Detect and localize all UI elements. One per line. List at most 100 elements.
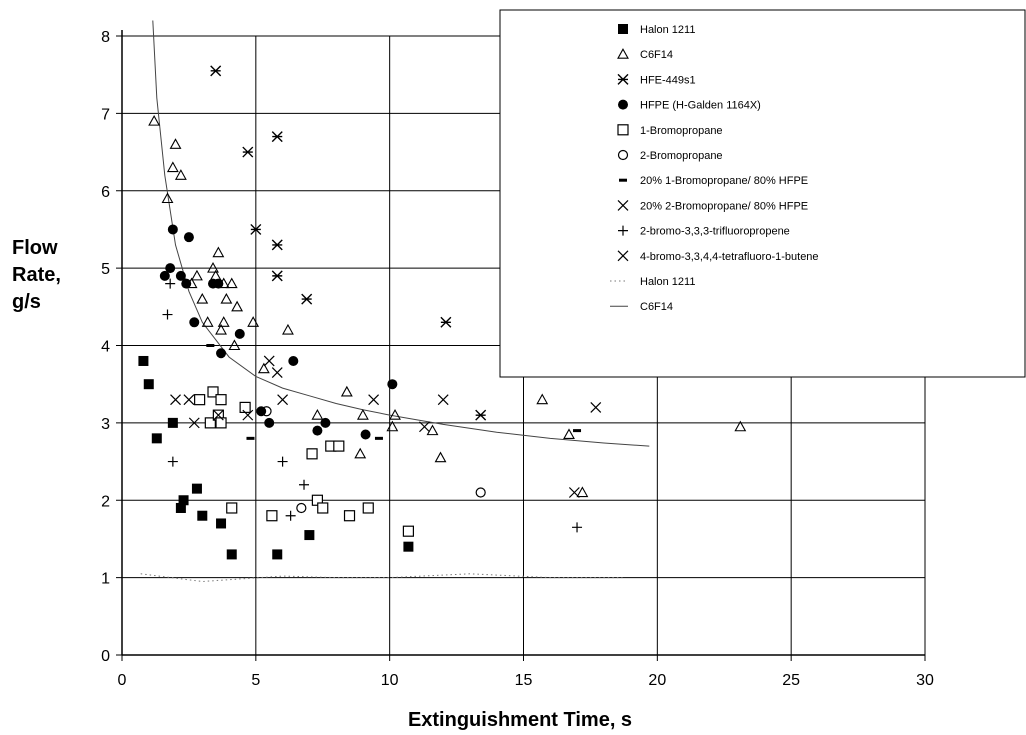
legend-swatch <box>617 199 629 211</box>
data-point <box>143 379 154 390</box>
y-axis-title-line-2: Rate, <box>12 264 61 286</box>
data-point <box>475 409 487 421</box>
data-point <box>212 246 225 258</box>
x-tick-label: 25 <box>782 672 800 689</box>
y-tick-label: 6 <box>101 184 110 201</box>
data-point <box>216 348 227 359</box>
data-point <box>242 409 254 421</box>
legend-label: C6F14 <box>640 49 673 61</box>
legend-label: Halon 1211 <box>640 24 695 36</box>
legend-label: HFE-449s1 <box>640 74 696 86</box>
legend-label: Halon 1211 <box>640 276 695 288</box>
data-point <box>266 510 278 522</box>
data-point <box>362 502 374 514</box>
data-point <box>340 385 353 397</box>
data-point <box>573 429 582 433</box>
y-tick-label: 3 <box>101 416 110 433</box>
data-point <box>437 394 449 406</box>
x-tick-label: 30 <box>916 672 934 689</box>
data-point <box>590 401 602 413</box>
data-point <box>239 401 251 413</box>
legend-label: 2-Bromopropane <box>640 150 723 162</box>
data-point <box>183 232 194 243</box>
legend-label: 2-bromo-3,3,3-trifluoropropene <box>640 226 790 238</box>
data-point <box>175 270 186 281</box>
data-point <box>204 417 216 429</box>
data-point <box>188 417 200 429</box>
data-point <box>215 394 227 406</box>
legend-box <box>499 9 1026 378</box>
data-point <box>212 409 224 421</box>
y-tick-label: 8 <box>101 29 110 46</box>
data-point <box>288 355 299 366</box>
data-point <box>563 428 575 440</box>
data-point <box>178 495 189 506</box>
data-point <box>734 420 747 432</box>
data-point <box>568 487 580 498</box>
data-point <box>403 541 414 552</box>
trend-line <box>140 573 623 583</box>
data-point <box>189 317 200 328</box>
data-point <box>250 223 262 235</box>
x-tick-label: 10 <box>381 672 399 689</box>
data-point <box>215 323 227 335</box>
legend: Halon 1211 C6F14 HFE-449s1 HFPE (H-Galden 1… <box>499 9 1026 378</box>
data-point <box>151 433 162 444</box>
data-point <box>536 393 549 405</box>
data-point <box>301 293 313 305</box>
data-point <box>165 263 176 274</box>
data-point <box>247 316 260 327</box>
data-point <box>296 502 307 514</box>
data-point <box>191 483 202 494</box>
legend-swatch <box>617 250 629 262</box>
data-point <box>475 487 486 498</box>
data-point <box>170 394 181 406</box>
data-point <box>282 323 294 335</box>
data-point <box>246 436 255 440</box>
data-point <box>231 300 244 312</box>
y-tick-label: 4 <box>101 339 110 356</box>
y-tick-label: 7 <box>101 106 110 123</box>
data-point <box>207 261 219 273</box>
data-point <box>167 224 178 235</box>
data-point <box>194 394 206 406</box>
data-point <box>213 278 224 289</box>
data-point <box>419 421 430 433</box>
data-point <box>343 510 356 522</box>
data-point <box>181 278 192 289</box>
y-tick-label: 1 <box>101 571 110 588</box>
data-point <box>271 131 283 143</box>
data-point <box>311 409 324 420</box>
y-axis-title-line-1: Flow <box>12 237 58 259</box>
data-point <box>387 379 398 390</box>
data-point <box>167 456 178 467</box>
data-point <box>360 429 371 440</box>
data-point <box>356 409 369 420</box>
legend-label: 4-bromo-3,3,4,4-tetrafluoro-1-butene <box>640 251 819 263</box>
data-point <box>572 522 583 533</box>
data-point <box>277 394 289 406</box>
data-point <box>257 362 270 374</box>
data-point <box>440 316 452 328</box>
data-point <box>333 440 345 452</box>
legend-label: C6F14 <box>640 301 673 313</box>
data-point <box>166 161 179 173</box>
x-tick-label: 20 <box>648 672 666 689</box>
legend-label: 20% 2-Bromopropane/ 80% HFPE <box>640 200 808 212</box>
axes: 0 1 2 3 4 5 6 7 8 0 5 10 15 20 25 30 <box>101 29 934 689</box>
legend-swatch <box>618 225 628 236</box>
data-point <box>312 425 323 436</box>
legend-swatch <box>617 149 629 161</box>
data-point <box>320 417 331 428</box>
legend-swatch <box>618 99 628 110</box>
data-point <box>226 502 238 514</box>
data-point <box>159 270 170 281</box>
data-point <box>234 328 245 339</box>
y-tick-label: 5 <box>101 261 110 278</box>
x-tick-label: 5 <box>251 672 260 689</box>
legend-swatch <box>619 178 627 182</box>
data-point <box>148 114 161 126</box>
data-point <box>165 278 176 289</box>
y-axis-title-line-3: g/s <box>12 291 41 313</box>
